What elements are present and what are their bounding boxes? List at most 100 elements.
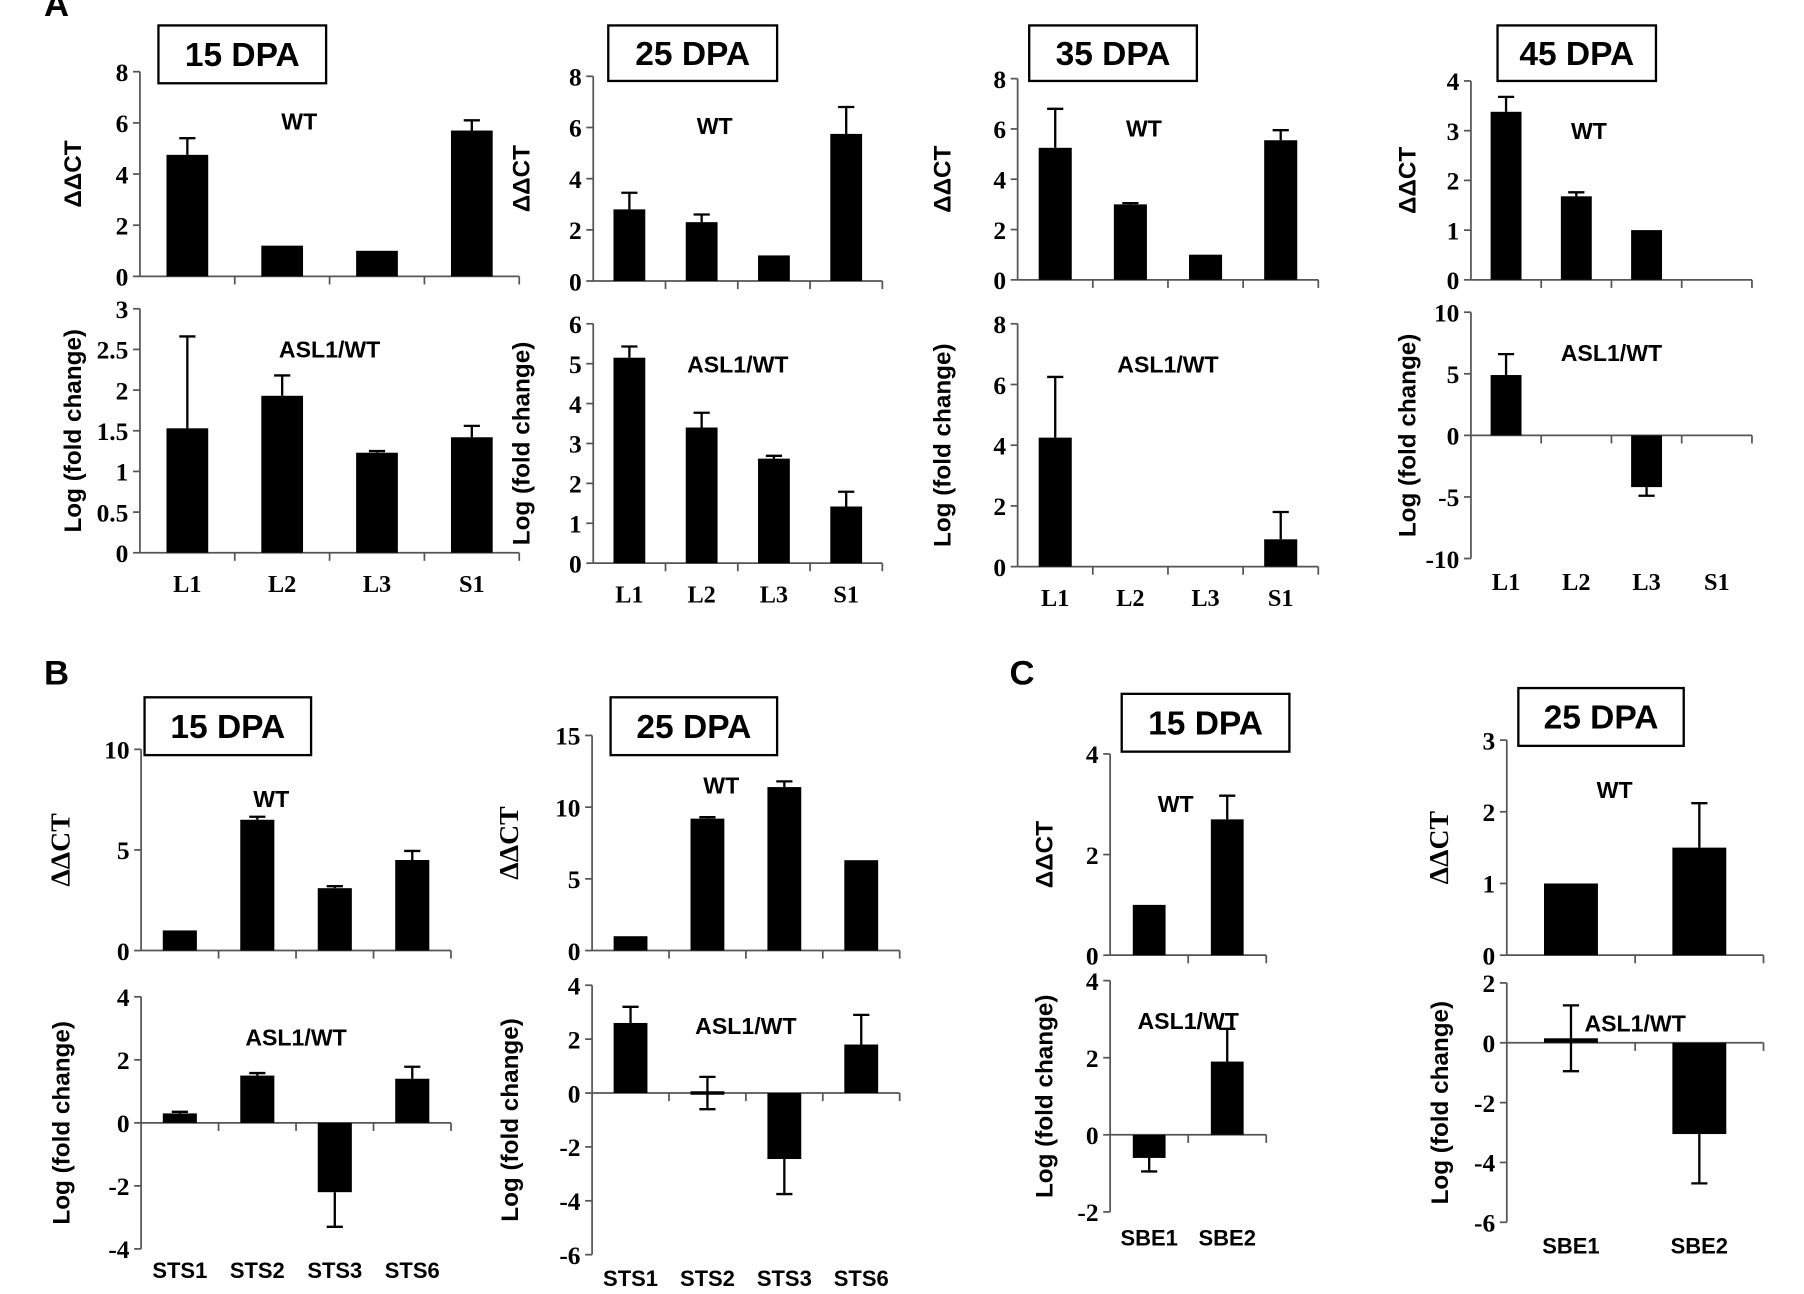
y-tick-label: 5: [1447, 360, 1460, 389]
y-tick-label: 3: [116, 295, 129, 324]
y-tick-label: 3: [1483, 726, 1496, 755]
y-tick-label: 0: [993, 266, 1006, 295]
annotation-wt: WT: [1126, 115, 1162, 141]
y-axis-label: ΔΔCT: [1424, 810, 1455, 884]
category-label: STS3: [757, 1266, 812, 1291]
y-tick-label: 2: [116, 211, 129, 240]
bar-SBE1: [1544, 883, 1598, 956]
bottom-subplot: -6 -4 -2 0 2 4 ASL1/WT Log (fold change): [497, 971, 901, 1270]
y-tick-label: 4: [993, 431, 1006, 460]
chart-title: 15 DPA: [170, 709, 285, 746]
y-tick-label: 2: [993, 492, 1006, 521]
y-tick-label: 4: [569, 390, 582, 419]
y-axis-label: Log (fold change): [60, 329, 87, 533]
y-axis-label: ΔΔCT: [1394, 147, 1421, 214]
y-tick-label: 8: [993, 310, 1006, 339]
bar-STS6: [395, 1078, 430, 1123]
y-axis-label: ΔΔCT: [494, 806, 525, 880]
y-tick-label: 2: [117, 1046, 130, 1075]
category-label: SBE1: [1542, 1234, 1599, 1259]
y-tick-label: 2: [1086, 841, 1099, 870]
annotation-asl1-wt: ASL1/WT: [279, 336, 380, 362]
top-subplot: 0 2 4 6 8 WT ΔΔCT: [509, 63, 884, 296]
chart-title: 25 DPA: [636, 709, 751, 746]
bar-STS1: [613, 1022, 648, 1094]
y-tick-label: -6: [1474, 1209, 1495, 1238]
title-box: [143, 696, 313, 757]
chart-title: 25 DPA: [635, 36, 750, 73]
chart-a-3: 45 DPA 0 1 2 3 4 WT ΔΔCT -10 -5 0 5 10 ASL1/WT Log (fo…: [1394, 24, 1753, 596]
category-label: L1: [1041, 585, 1069, 612]
y-tick-label: 2: [1483, 969, 1496, 998]
y-tick-label: 2: [569, 470, 582, 499]
bottom-subplot: 0 1 2 3 4 5 6 ASL1/WT Log (fold change): [509, 310, 884, 578]
y-tick-label: 5: [568, 865, 581, 894]
category-label: L3: [760, 581, 788, 608]
category-label: L2: [268, 571, 296, 598]
y-tick-label: 2.5: [97, 336, 129, 365]
y-tick-label: -2: [108, 1172, 129, 1201]
y-axis-label: Log (fold change): [497, 1018, 524, 1222]
y-tick-label: 1: [569, 510, 582, 539]
y-tick-label: 2: [1086, 1044, 1099, 1073]
y-tick-label: -5: [1438, 483, 1459, 512]
annotation-wt: WT: [253, 786, 289, 812]
panel-label-c: C: [1010, 655, 1035, 693]
category-label: STS1: [152, 1258, 207, 1283]
chart-title: 35 DPA: [1056, 36, 1171, 73]
y-tick-label: -2: [1077, 1198, 1098, 1227]
bar-STS6: [844, 1044, 879, 1094]
chart-a-2: 35 DPA 0 2 4 6 8 WT ΔΔCT 0 2 4 6 8 ASL1/WT Log (fold c…: [930, 24, 1320, 612]
annotation-wt: WT: [1571, 118, 1607, 144]
title-box: [1028, 24, 1199, 83]
bar-L2: [261, 245, 304, 277]
bar-L1: [1490, 111, 1522, 280]
category-label: S1: [833, 581, 859, 608]
y-tick-label: 0: [117, 1109, 130, 1138]
y-tick-label: 5: [117, 836, 130, 865]
bar-SBE2: [1672, 847, 1727, 956]
y-tick-label: 4: [1086, 967, 1099, 996]
y-tick-label: 4: [1447, 67, 1460, 96]
bar-S1: [1264, 140, 1298, 280]
y-axis-label: ΔΔCT: [60, 140, 87, 207]
bar-L1: [613, 209, 646, 282]
bar-STS1: [162, 930, 197, 951]
title-box: [609, 696, 779, 757]
bar-L2: [685, 222, 718, 282]
y-tick-label: 0: [993, 553, 1006, 582]
y-tick-label: -10: [1425, 545, 1459, 574]
y-tick-label: 4: [569, 165, 582, 194]
bar-L3: [1189, 254, 1223, 280]
bar-STS1: [613, 936, 648, 951]
y-tick-label: 1.5: [97, 417, 129, 446]
y-tick-label: 2: [568, 1025, 581, 1054]
y-axis-label: Log (fold change): [48, 1021, 75, 1225]
y-tick-label: -2: [1474, 1089, 1495, 1118]
bar-STS2: [690, 818, 725, 951]
category-label: SBE2: [1671, 1234, 1728, 1259]
y-axis-label: Log (fold change): [1427, 1001, 1454, 1205]
bar-STS1: [162, 1113, 197, 1123]
bar-S1: [830, 506, 863, 564]
chart-a-0: 15 DPA 0 2 4 6 8 WT ΔΔCT 0 0.5 1 1.5 2 2.5 3 ASL1/WT Log…: [60, 24, 521, 598]
y-tick-label: 3: [569, 430, 582, 459]
y-tick-label: 6: [993, 371, 1006, 400]
y-tick-label: 8: [569, 63, 582, 92]
chart-title: 15 DPA: [185, 37, 300, 74]
y-tick-label: 0: [117, 937, 130, 966]
bar-L1: [1490, 375, 1522, 436]
annotation-asl1-wt: ASL1/WT: [1117, 351, 1218, 377]
y-tick-label: 2: [1447, 167, 1460, 196]
y-axis-label: ΔΔCT: [930, 145, 957, 212]
y-tick-label: 0: [1483, 1029, 1496, 1058]
bar-L3: [1631, 230, 1663, 280]
top-subplot: 0 2 4 6 8 WT ΔΔCT: [930, 65, 1320, 295]
bar-STS3: [767, 1093, 802, 1160]
panel-label-a: A: [44, 0, 69, 24]
panel-label-b: B: [44, 655, 69, 693]
y-tick-label: 0: [569, 549, 582, 578]
y-tick-label: 2: [569, 216, 582, 245]
